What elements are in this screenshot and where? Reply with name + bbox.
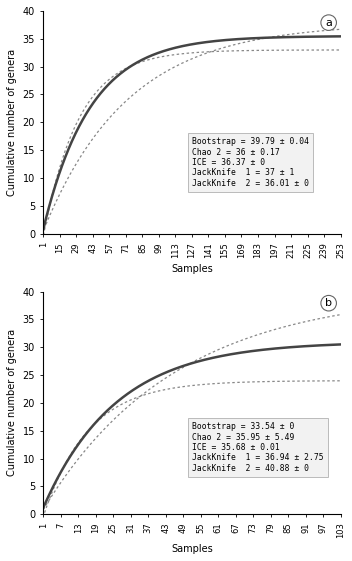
Y-axis label: Cumulative number of genera: Cumulative number of genera (7, 49, 17, 196)
Text: Bootstrap = 39.79 ± 0.04
Chao 2 = 36 ± 0.17
ICE = 36.37 ± 0
JackKnife  1 = 37 ± : Bootstrap = 39.79 ± 0.04 Chao 2 = 36 ± 0… (192, 137, 309, 188)
Y-axis label: Cumulative number of genera: Cumulative number of genera (7, 329, 17, 476)
Text: b: b (325, 298, 332, 308)
X-axis label: Samples: Samples (171, 544, 213, 554)
Text: a: a (325, 17, 332, 27)
Text: Bootstrap = 33.54 ± 0
Chao 2 = 35.95 ± 5.49
ICE = 35.68 ± 0.01
JackKnife  1 = 36: Bootstrap = 33.54 ± 0 Chao 2 = 35.95 ± 5… (192, 422, 323, 473)
X-axis label: Samples: Samples (171, 264, 213, 274)
